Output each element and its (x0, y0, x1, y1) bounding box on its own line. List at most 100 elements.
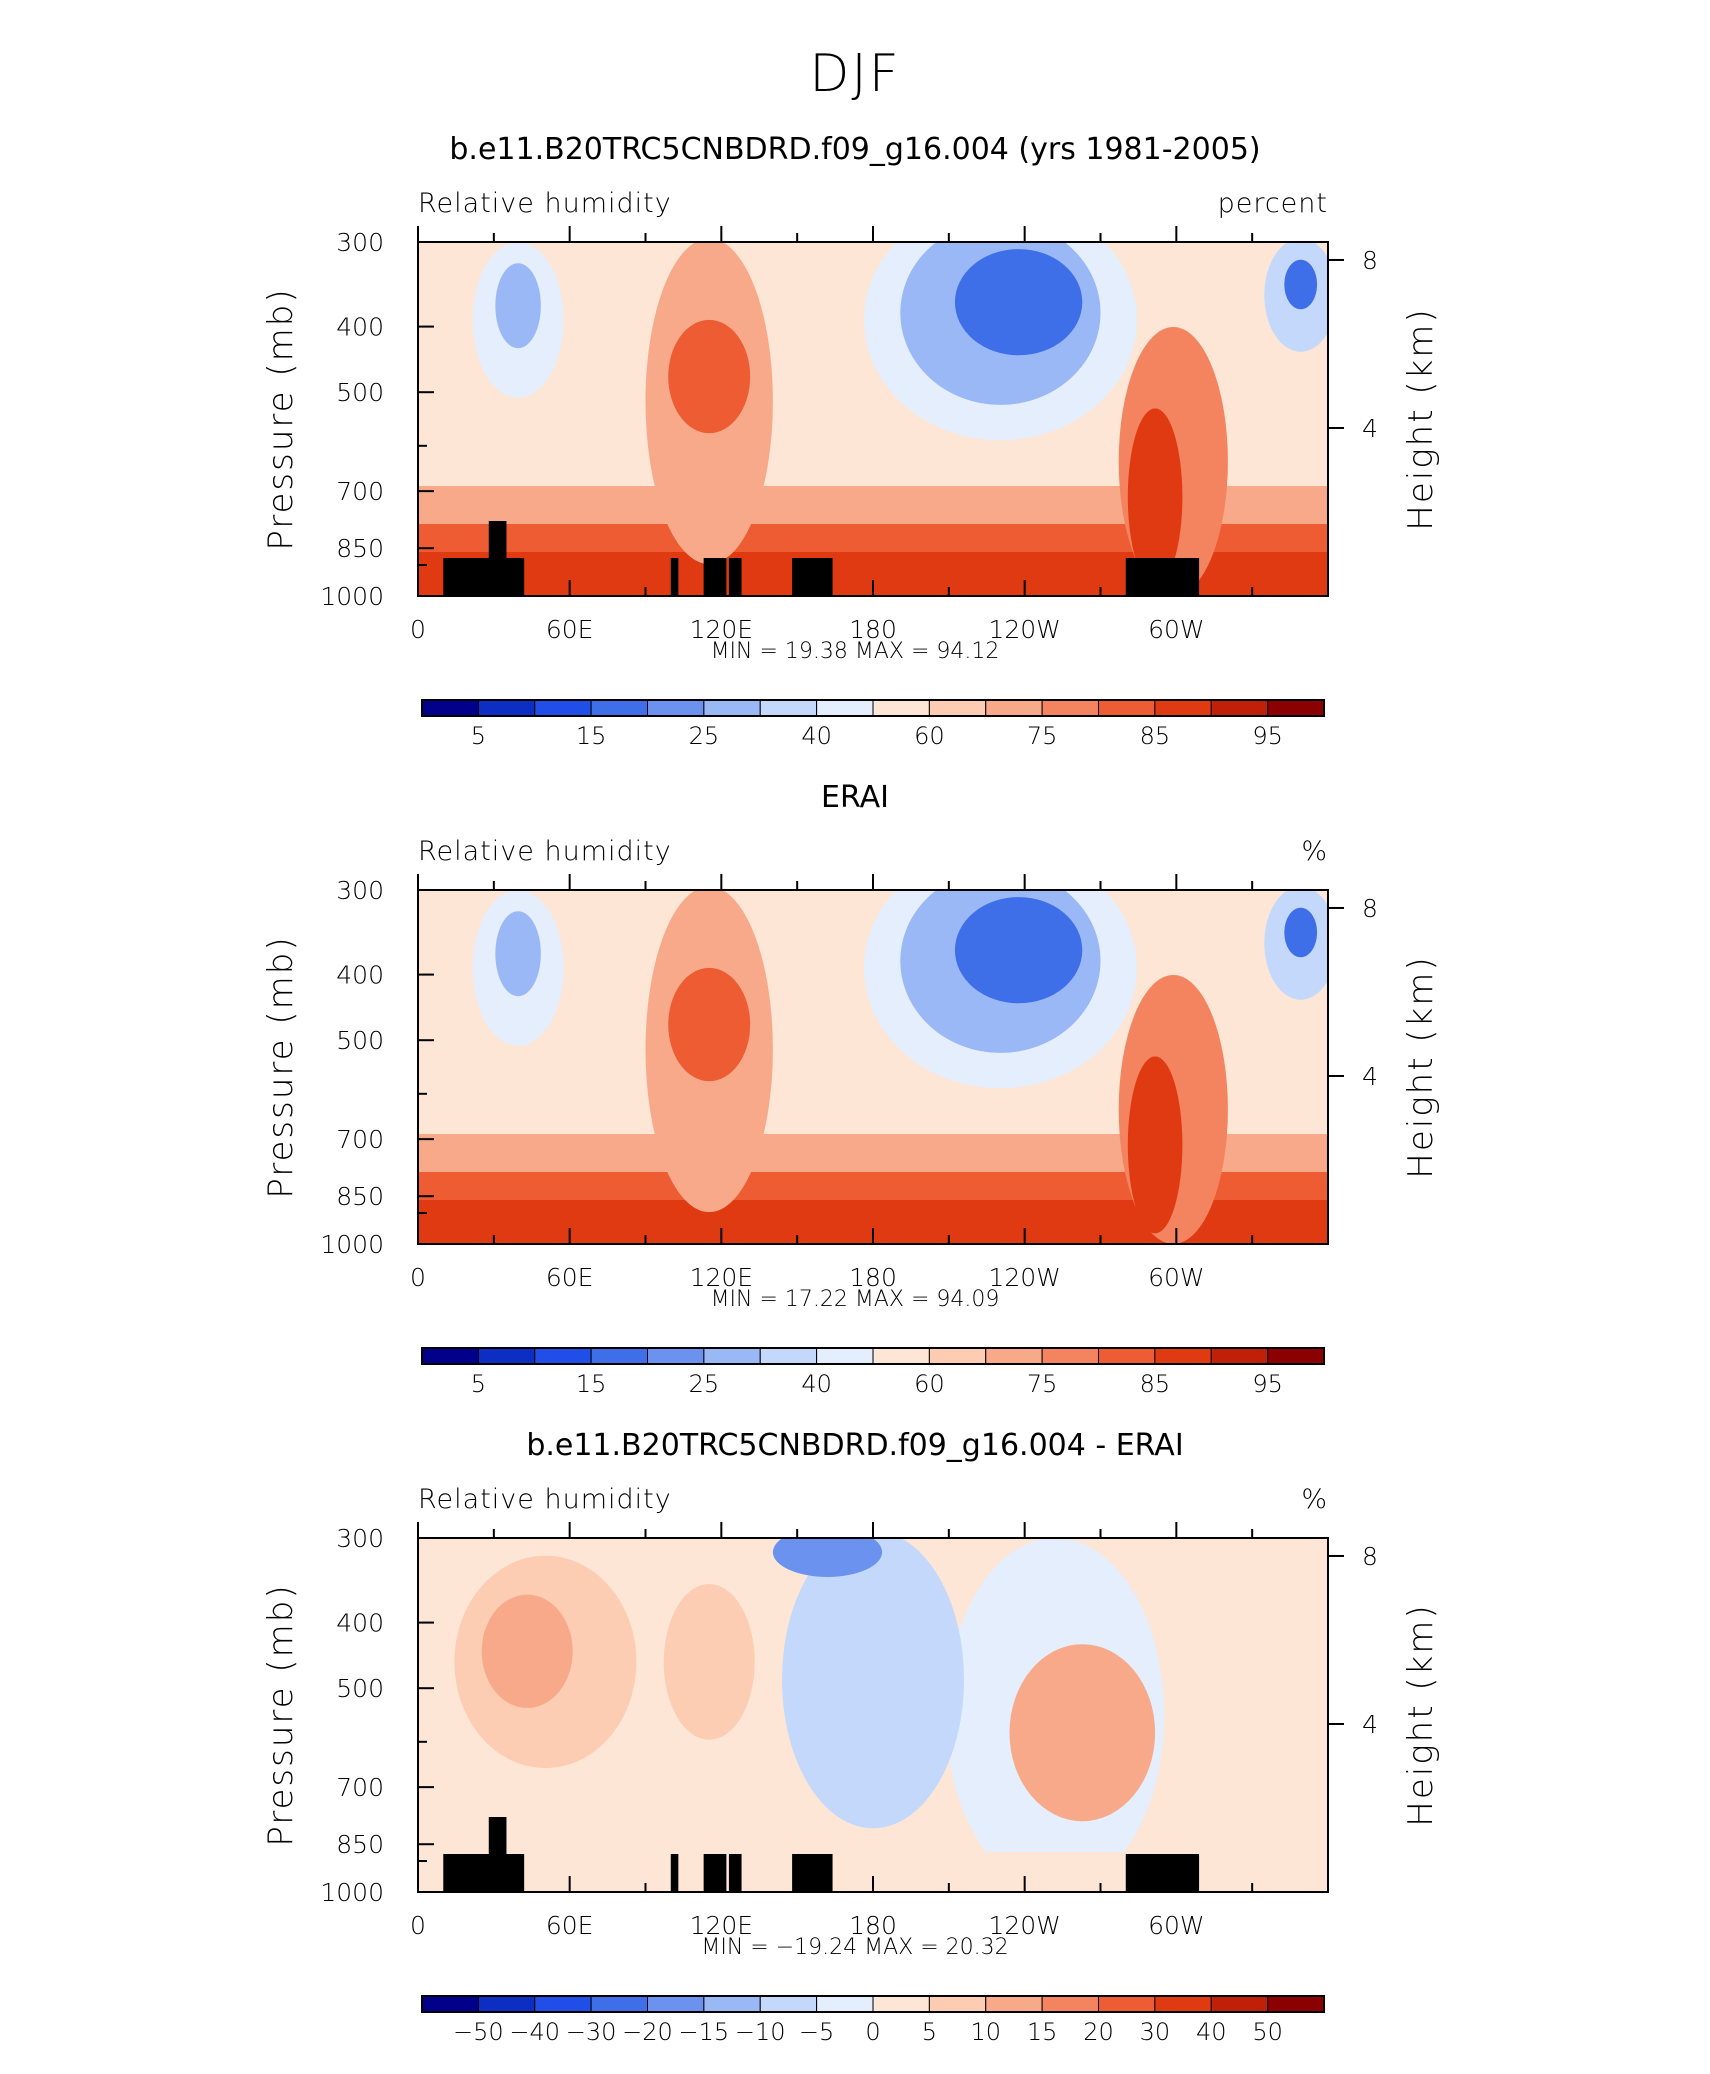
y-tick-label: 300 (336, 1524, 384, 1553)
colorbar-label: 60 (914, 1370, 945, 1398)
contour-field (418, 242, 1328, 596)
colorbar-swatch (928, 1347, 987, 1365)
colorbar-swatch (1210, 699, 1269, 717)
colorbar-label: 40 (801, 722, 832, 750)
colorbar-label: 0 (865, 2018, 880, 2046)
right-label: percent (1218, 188, 1328, 219)
colorbar-swatch (816, 1347, 874, 1365)
field-dry-atlantic-core (1284, 259, 1318, 310)
colorbar-frame (421, 699, 1325, 717)
y-tick-label: 300 (336, 876, 384, 905)
x-tick-label: 0 (410, 1263, 426, 1292)
x-tick-label: 120E (690, 1263, 754, 1292)
y-tick-label: 1000 (320, 1230, 384, 1259)
colorbar-label: 75 (1027, 1370, 1058, 1398)
right-label: % (1301, 1484, 1328, 1515)
y-tick-label: 300 (336, 228, 384, 257)
x-tick-label: 60W (1148, 1911, 1205, 1940)
colorbar-swatch (703, 699, 761, 717)
stats-text: MIN = 17.22 MAX = 94.09 (711, 1287, 1000, 1312)
y-tick-label: 700 (336, 1125, 384, 1154)
colorbar-swatch (421, 1347, 479, 1365)
colorbar-swatch (1041, 699, 1099, 717)
y-right-axis-label: Height (km) (1401, 1603, 1441, 1826)
panel-title: b.e11.B20TRC5CNBDRD.f09_g16.004 - ERAI (526, 1428, 1183, 1463)
x-tick-label: 60E (546, 1263, 594, 1292)
colorbar-swatch (1098, 1347, 1156, 1365)
colorbar-swatch (1041, 1347, 1099, 1365)
chart-panel-3: b.e11.B20TRC5CNBDRD.f09_g16.004 - ERAI Re… (261, 1428, 1441, 2046)
y-tick-label: 500 (336, 1026, 384, 1055)
colorbar-swatch (534, 1995, 592, 2013)
colorbar-label: 50 (1252, 2018, 1283, 2046)
colorbar-swatch (534, 699, 592, 717)
panel-title: ERAI (821, 780, 889, 815)
stats-text: MIN = 19.38 MAX = 94.12 (711, 639, 1000, 664)
topography-block (703, 558, 727, 596)
topography-block (503, 558, 525, 596)
colorbar-swatch (1267, 1347, 1325, 1365)
colorbar-swatch (759, 699, 818, 717)
x-tick-label: 180 (849, 615, 897, 644)
colorbar-label: 15 (1027, 2018, 1058, 2046)
colorbar-label: −40 (509, 2018, 560, 2046)
y-tick-label: 850 (336, 1182, 384, 1211)
topography-block (1125, 558, 1200, 596)
field-pos-eastpac (1009, 1644, 1156, 1822)
topography-block (670, 1854, 679, 1892)
y-right-tick-label: 4 (1362, 414, 1378, 443)
colorbar-swatch (985, 699, 1043, 717)
colorbar-swatch (872, 1347, 930, 1365)
topography-block (443, 1854, 497, 1892)
colorbar-frame (421, 1995, 1325, 2013)
x-tick-label: 180 (849, 1911, 897, 1940)
topography-block (488, 1817, 507, 1892)
field-tower-core (668, 967, 751, 1082)
colorbar-swatch (647, 1995, 705, 2013)
colorbar-swatch (647, 1347, 705, 1365)
y-tick-label: 700 (336, 477, 384, 506)
y-right-tick-label: 8 (1362, 894, 1378, 923)
topography-block (792, 558, 833, 596)
x-tick-label: 60W (1148, 615, 1205, 644)
y-right-tick-label: 8 (1362, 246, 1378, 275)
contour-field (418, 890, 1328, 1244)
y-tick-label: 500 (336, 378, 384, 407)
colorbar-label: 15 (576, 1370, 607, 1398)
colorbar-swatch (421, 1995, 479, 2013)
colorbar-swatch (477, 1347, 536, 1365)
colorbar-swatch (928, 699, 987, 717)
y-right-axis-label: Height (km) (1401, 307, 1441, 530)
colorbar-swatch (647, 699, 705, 717)
colorbar-swatch (703, 1347, 761, 1365)
field-pos-120E (663, 1584, 755, 1740)
colorbar-swatch (816, 699, 874, 717)
topography-block (703, 1854, 727, 1892)
topography-block (728, 558, 742, 596)
y-right-tick-label: 4 (1362, 1062, 1378, 1091)
colorbar-label: 30 (1140, 2018, 1171, 2046)
colorbar-label: 5 (471, 1370, 486, 1398)
y-axis-label: Pressure (mb) (261, 935, 301, 1198)
colorbar-swatch (1154, 1995, 1212, 2013)
field-dry-pacific-core (954, 249, 1083, 356)
colorbar-label: −5 (799, 2018, 834, 2046)
x-tick-label: 120E (690, 615, 754, 644)
y-tick-label: 500 (336, 1674, 384, 1703)
stats-text: MIN = −19.24 MAX = 20.32 (701, 1935, 1008, 1960)
x-tick-label: 60W (1148, 1263, 1205, 1292)
colorbar-swatch (985, 1995, 1043, 2013)
topography-block (503, 1854, 525, 1892)
field-dry-africa-core (495, 263, 541, 349)
y-tick-label: 700 (336, 1773, 384, 1802)
field-tower-60W-core (1127, 408, 1183, 586)
colorbar-label: 20 (1083, 2018, 1114, 2046)
colorbar-label: 5 (922, 2018, 937, 2046)
x-tick-label: 60E (546, 1911, 594, 1940)
colorbar-swatch (1154, 1347, 1212, 1365)
colorbar-swatch (1267, 699, 1325, 717)
colorbar-label: 40 (1196, 2018, 1227, 2046)
topography-block (670, 558, 679, 596)
left-label: Relative humidity (418, 836, 672, 867)
